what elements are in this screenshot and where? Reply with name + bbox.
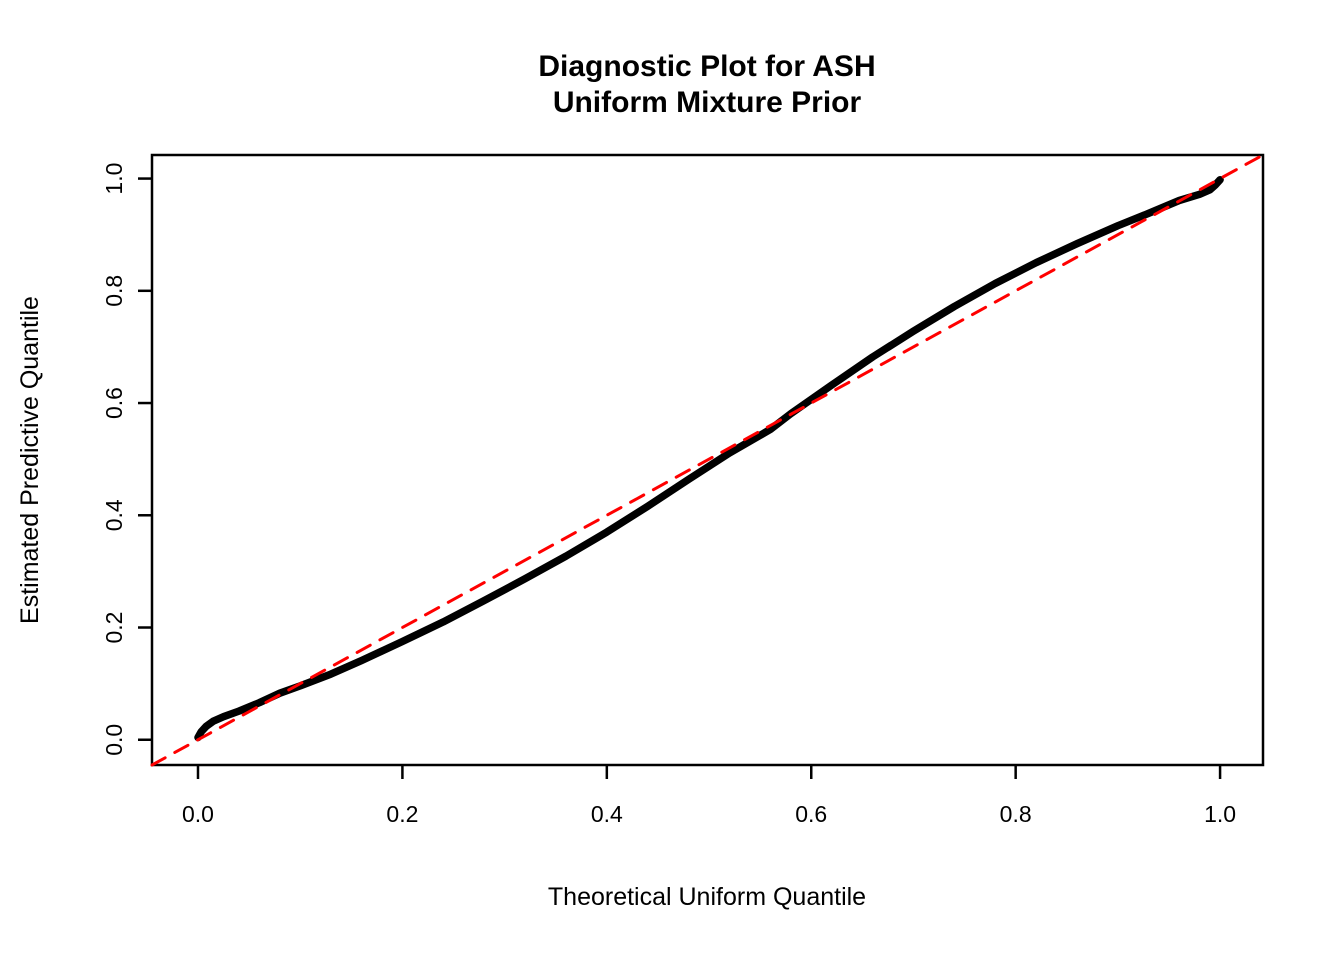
y-tick-label: 0.2	[101, 612, 127, 644]
y-tick-label: 1.0	[101, 163, 127, 195]
x-tick-label: 0.6	[795, 801, 827, 827]
reference-line-y-equals-x	[150, 153, 1265, 767]
x-tick-label: 0.0	[182, 801, 214, 827]
y-axis-label: Estimated Predictive Quantile	[16, 296, 44, 624]
y-tick-label: 0.4	[101, 499, 127, 531]
chart-title-line-1: Diagnostic Plot for ASH	[538, 50, 875, 83]
x-tick-label: 1.0	[1204, 801, 1236, 827]
plot-box	[150, 153, 1265, 767]
y-tick-label: 0.8	[101, 275, 127, 307]
x-axis-label: Theoretical Uniform Quantile	[548, 883, 866, 911]
plot-area: 0.0 0.2 0.4 0.6 0.8 1.0 0.0 0.2 0.4 0.6 0.8 1.0	[101, 153, 1265, 827]
y-tick-label: 0.0	[101, 724, 127, 756]
x-tick-label: 0.4	[591, 801, 623, 827]
estimated-predictive-quantile-curve	[194, 175, 1224, 742]
x-tick-label: 0.8	[1000, 801, 1032, 827]
x-tick-label: 0.2	[386, 801, 418, 827]
y-tick-label: 0.6	[101, 387, 127, 419]
chart-title-line-2: Uniform Mixture Prior	[553, 86, 862, 119]
